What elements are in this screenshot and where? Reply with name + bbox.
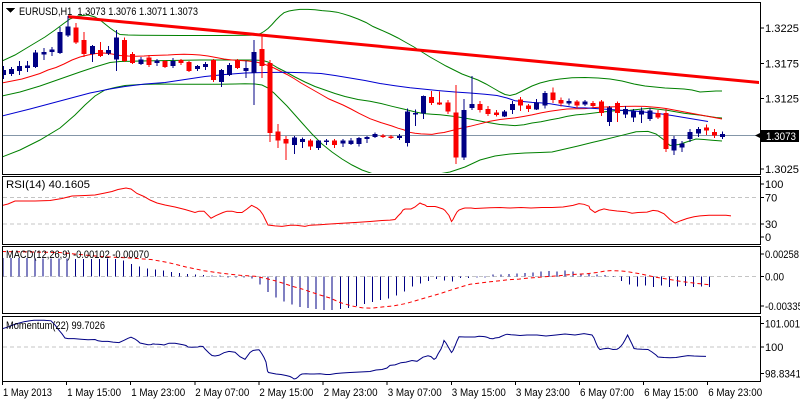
svg-text:2 May 07:00: 2 May 07:00 <box>195 387 249 399</box>
svg-text:2 May 15:00: 2 May 15:00 <box>259 387 313 399</box>
svg-text:1.3025: 1.3025 <box>765 164 799 176</box>
svg-text:Momentum(22) 99.7026: Momentum(22) 99.7026 <box>6 320 105 332</box>
svg-text:RSI(14) 40.1605: RSI(14) 40.1605 <box>6 179 90 191</box>
svg-text:101.001: 101.001 <box>765 319 800 331</box>
svg-text:6 May 15:00: 6 May 15:00 <box>644 387 698 399</box>
svg-text:1 May 15:00: 1 May 15:00 <box>67 387 121 399</box>
svg-text:98.8341: 98.8341 <box>765 369 800 381</box>
svg-text:0: 0 <box>765 232 771 244</box>
svg-text:MACD(12,26,9) -0.00102 -0.0007: MACD(12,26,9) -0.00102 -0.00070 <box>6 249 149 261</box>
svg-text:3 May 23:00: 3 May 23:00 <box>516 387 570 399</box>
svg-text:0.00258: 0.00258 <box>765 249 799 261</box>
svg-text:100: 100 <box>765 342 783 354</box>
svg-text:6 May 23:00: 6 May 23:00 <box>708 387 762 399</box>
svg-text:1.3175: 1.3175 <box>765 58 799 70</box>
svg-text:3 May 07:00: 3 May 07:00 <box>388 387 442 399</box>
svg-text:3 May 15:00: 3 May 15:00 <box>452 387 506 399</box>
svg-text:2 May 23:00: 2 May 23:00 <box>324 387 378 399</box>
svg-text:1 May 23:00: 1 May 23:00 <box>131 387 185 399</box>
svg-text:70: 70 <box>765 193 777 205</box>
svg-text:1.3225: 1.3225 <box>765 23 799 35</box>
svg-text:1 May 2013: 1 May 2013 <box>3 387 52 399</box>
svg-text:1.3125: 1.3125 <box>765 94 799 106</box>
svg-text:6 May 07:00: 6 May 07:00 <box>580 387 634 399</box>
svg-text:-0.00335: -0.00335 <box>765 301 800 313</box>
svg-text:30: 30 <box>765 219 777 231</box>
svg-text:1.3073: 1.3073 <box>766 131 796 143</box>
svg-text:EURUSD,H1 1.3073 1.3076 1.307: EURUSD,H1 1.3073 1.3076 1.3071 1.3073 <box>19 6 198 18</box>
svg-text:0.00: 0.00 <box>765 272 784 284</box>
svg-text:100: 100 <box>765 179 783 191</box>
